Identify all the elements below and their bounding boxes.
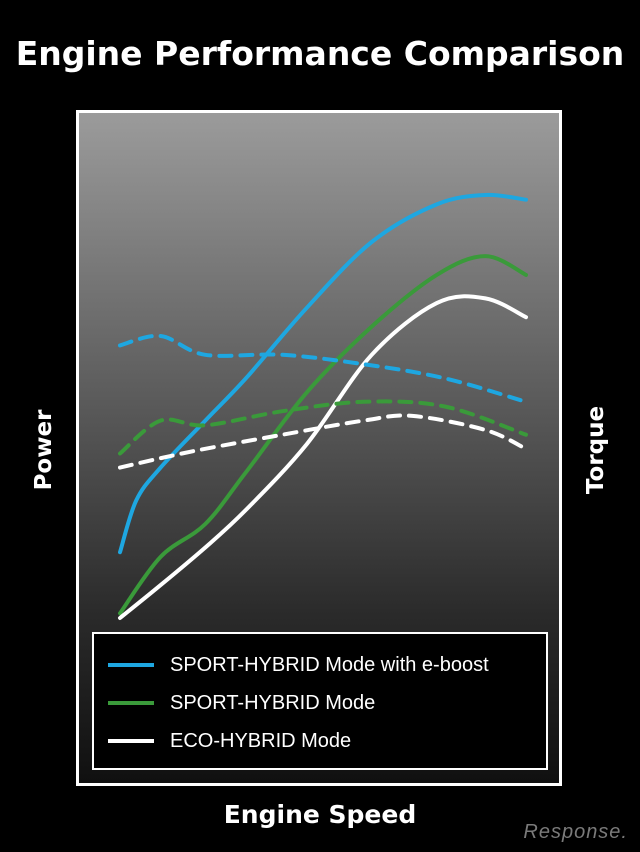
watermark-logo: Response. — [523, 821, 628, 843]
legend-swatch-green — [108, 701, 154, 705]
y-axis-label-right: Torque — [583, 405, 609, 495]
legend-swatch-blue — [108, 663, 154, 667]
series-line-power-0 — [118, 192, 528, 555]
series-line-power-2 — [118, 294, 528, 620]
series-line-torque-5 — [118, 413, 528, 470]
legend-label: SPORT-HYBRID Mode — [170, 691, 376, 714]
legend-swatch-white — [108, 739, 154, 743]
legend-item-e-boost: SPORT-HYBRID Mode with e-boost — [108, 650, 489, 680]
series-line-torque-3 — [118, 333, 528, 404]
legend-item-eco-hybrid: ECO-HYBRID Mode — [108, 726, 351, 756]
legend: SPORT-HYBRID Mode with e-boost SPORT-HYB… — [92, 632, 548, 770]
legend-label: ECO-HYBRID Mode — [170, 729, 352, 752]
legend-item-sport-hybrid: SPORT-HYBRID Mode — [108, 688, 375, 718]
series-line-power-1 — [118, 254, 528, 616]
series-line-torque-4 — [118, 399, 528, 456]
y-axis-label-left: Power — [31, 409, 57, 491]
chart-title: Engine Performance Comparison — [15, 34, 625, 73]
legend-label: SPORT-HYBRID Mode with e-boost — [170, 653, 489, 676]
x-axis-label: Engine Speed — [223, 800, 417, 829]
